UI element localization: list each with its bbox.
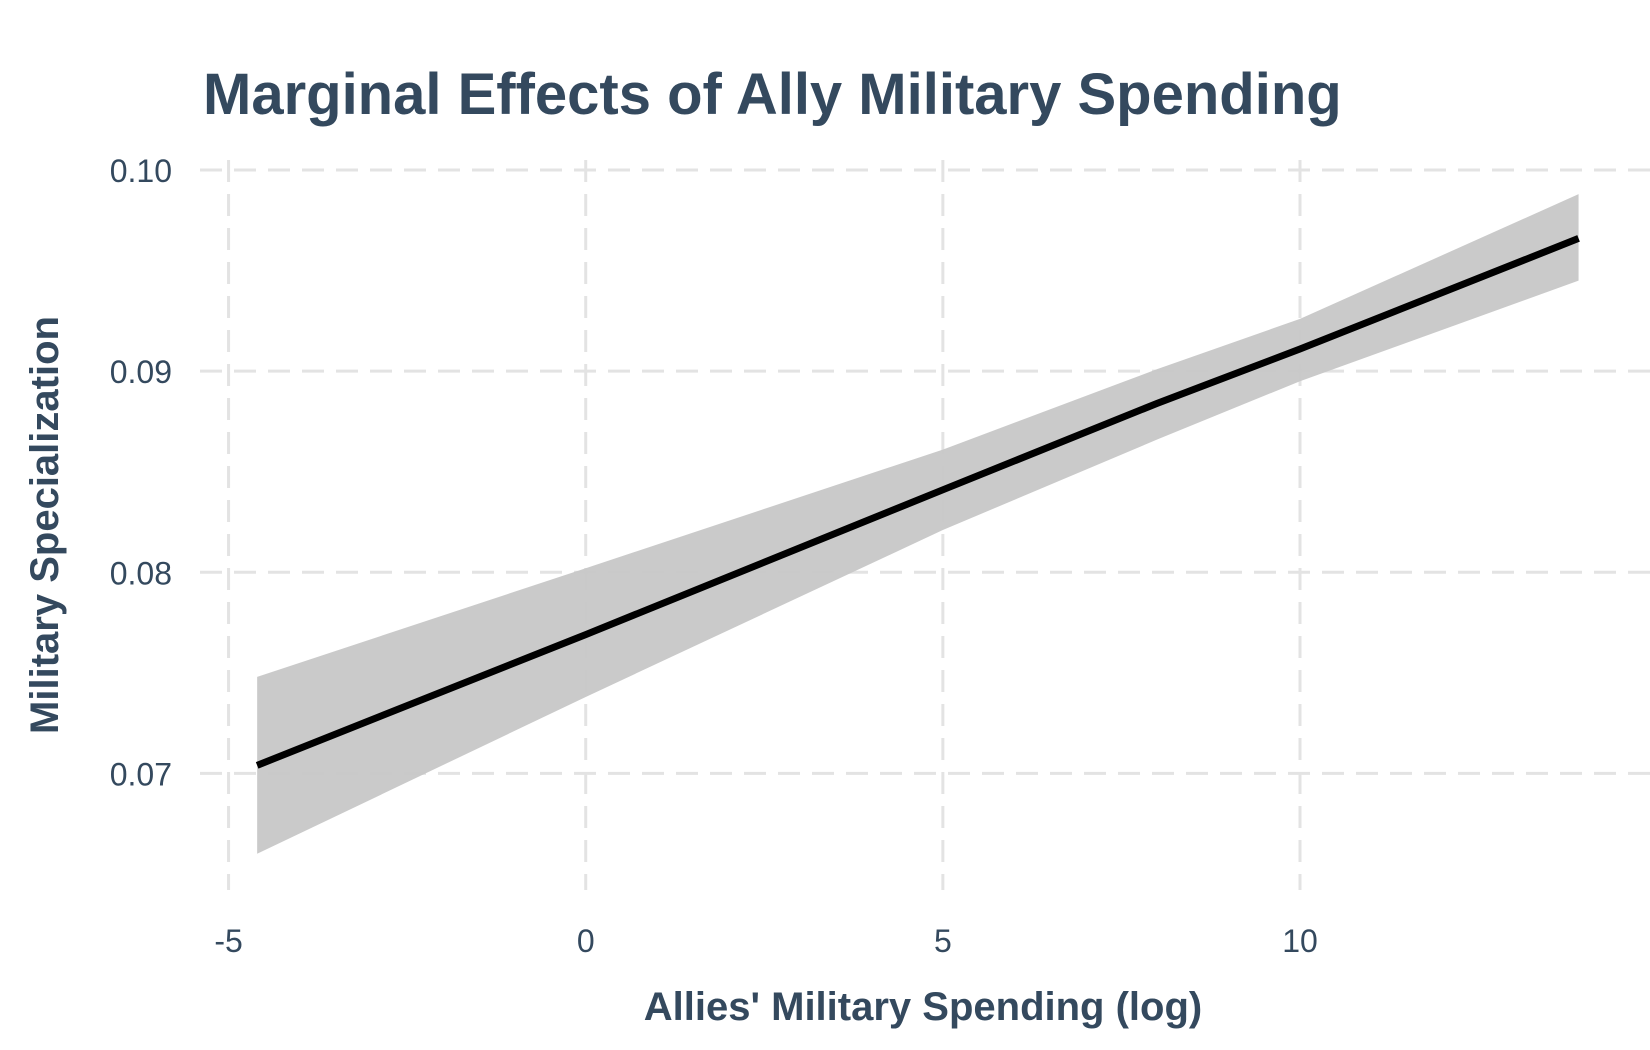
- y-tick-label: 0.07: [110, 756, 172, 792]
- grid: [200, 160, 1650, 890]
- y-tick-label: 0.10: [110, 153, 172, 189]
- y-tick-label: 0.09: [110, 354, 172, 390]
- line-layer: [255, 235, 1580, 769]
- x-axis-label: Allies' Military Spending (log): [644, 985, 1202, 1029]
- x-tick-label: 5: [934, 923, 952, 959]
- x-tick-label: -5: [214, 923, 242, 959]
- y-tick-labels: 0.07 0.08 0.09 0.10: [110, 153, 172, 792]
- ribbon-layer: [257, 194, 1579, 854]
- chart-title: Marginal Effects of Ally Military Spendi…: [203, 62, 1342, 127]
- x-tick-label: 10: [1282, 923, 1318, 959]
- confidence-ribbon: [257, 194, 1579, 854]
- x-tick-labels: -5 0 5 10: [214, 923, 1317, 959]
- y-axis-label: Military Specialization: [23, 316, 67, 734]
- x-tick-label: 0: [577, 923, 595, 959]
- y-tick-label: 0.08: [110, 555, 172, 591]
- estimate-line: [255, 235, 1580, 769]
